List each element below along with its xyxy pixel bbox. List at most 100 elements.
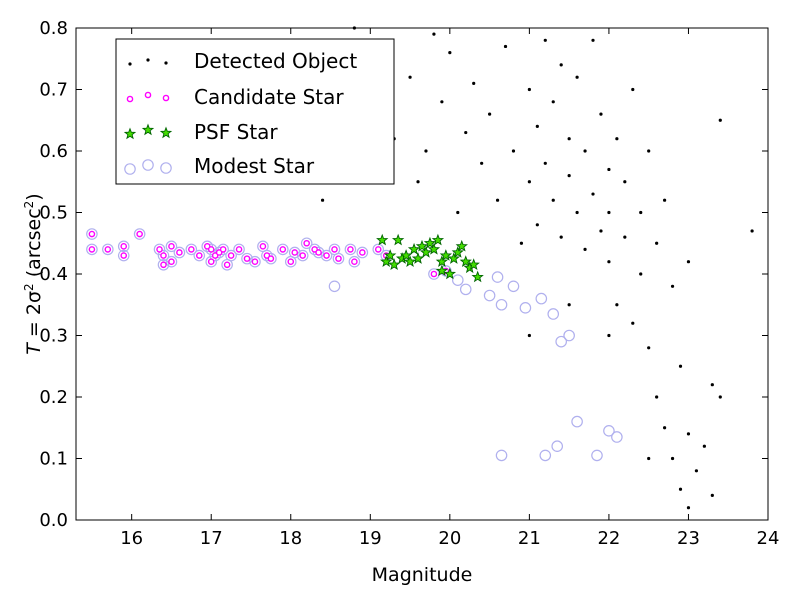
y-tick-label: 0.7 xyxy=(39,80,68,101)
detected-object-point xyxy=(750,229,754,233)
psf-star-point xyxy=(435,255,449,267)
y-tick-label: 0.0 xyxy=(39,510,68,531)
detected-object-point xyxy=(567,174,571,178)
psf-star-point xyxy=(451,246,464,258)
x-tick-label: 20 xyxy=(438,528,461,549)
modest-star-point xyxy=(277,243,289,256)
modest-star-point xyxy=(185,243,198,256)
legend-box xyxy=(115,38,395,185)
modest-star-point xyxy=(225,249,237,262)
psf-star-point xyxy=(439,249,453,261)
detected-object-point xyxy=(631,321,635,325)
candidate-star-point xyxy=(335,255,342,262)
detected-object-point xyxy=(424,149,428,153)
modest-star-point xyxy=(332,252,345,265)
modest-star-point xyxy=(591,449,603,462)
detected-object-point xyxy=(575,75,579,79)
detected-object-point xyxy=(543,38,547,42)
detected-object-point xyxy=(503,44,508,49)
modest-star-point xyxy=(241,252,253,265)
modest-star-point xyxy=(165,240,178,253)
candidate-star-point xyxy=(303,239,310,247)
modest-star-point xyxy=(312,246,325,259)
modest-star-point xyxy=(300,237,313,250)
modest-star-point xyxy=(547,308,560,320)
modest-star-point xyxy=(261,249,273,262)
detected-object-point xyxy=(567,303,571,307)
y-tick-label: 0.3 xyxy=(39,326,68,347)
modest-star-point xyxy=(102,243,114,256)
candidate-star-point xyxy=(243,255,251,262)
modest-star-point xyxy=(308,243,321,256)
y-tick-label: 0.1 xyxy=(39,449,68,470)
modest-star-point xyxy=(483,289,496,302)
candidate-star-point xyxy=(347,246,354,253)
modest-star-point xyxy=(459,283,472,296)
candidate-star-point xyxy=(160,261,167,269)
candidate-star-point xyxy=(359,249,366,256)
modest-star-point xyxy=(133,228,146,240)
modest-star-point xyxy=(249,255,261,268)
detected-object-point xyxy=(607,260,611,264)
modest-star-point xyxy=(539,449,552,462)
psf-star-point xyxy=(399,249,413,261)
detected-object-point xyxy=(647,149,651,153)
y-tick-label: 0.2 xyxy=(39,387,68,408)
detected-object-point xyxy=(591,38,595,42)
candidate-star-point xyxy=(88,230,96,238)
axis-ticks-layer: 16 17 18 19 20 21 22 23 24 0.0 0.1 0.2 0.3 0.4 0.5 0.6 0… xyxy=(39,18,779,549)
candidate-star-point xyxy=(104,246,112,253)
legend-label-detected: Detected Object xyxy=(194,49,357,73)
modest-star-point xyxy=(157,249,170,262)
psf-star-point xyxy=(380,255,393,267)
modest-star-point xyxy=(86,243,98,256)
psf-star-point xyxy=(388,258,401,271)
legend: Detected Object Candidate Star PSF Star … xyxy=(115,38,395,185)
detected-object-point xyxy=(655,241,659,245)
detected-object-point xyxy=(440,100,444,104)
candidate-star-point xyxy=(223,261,231,269)
modest-star-point xyxy=(265,252,277,265)
detected-object-point xyxy=(686,260,691,264)
y-axis-label-superscript: 2 xyxy=(22,201,36,209)
candidate-star-point xyxy=(136,230,143,238)
candidate-star-point xyxy=(331,246,338,253)
candidate-star-point xyxy=(219,246,227,253)
detected-object-point xyxy=(583,149,587,153)
x-tick-label: 16 xyxy=(120,528,143,549)
candidate-star-point xyxy=(227,252,235,259)
candidate-star-point xyxy=(235,246,243,253)
modest-star-point xyxy=(507,280,520,293)
detected-object-point xyxy=(655,395,659,399)
y-axis-label-variable: T xyxy=(23,342,45,355)
detected-object-point xyxy=(678,487,683,491)
legend-marker-modest xyxy=(160,162,172,174)
psf-star-point xyxy=(431,233,445,246)
detected-object-point xyxy=(631,87,635,92)
psf-star-point xyxy=(467,258,480,271)
candidate-star-point xyxy=(168,258,175,266)
detected-object-point xyxy=(519,241,524,245)
modest-star-point xyxy=(495,449,508,462)
candidate-star-point xyxy=(120,252,128,259)
candidate-star-point xyxy=(287,258,295,266)
modest-star-point xyxy=(519,302,532,314)
detected-object-point xyxy=(535,223,539,227)
modest-star-point xyxy=(233,243,245,256)
modest-star-point xyxy=(205,243,218,256)
detected-object-point xyxy=(527,180,531,184)
modest-star-point xyxy=(603,425,615,437)
detected-object-point xyxy=(686,432,691,436)
modest-star-point xyxy=(563,329,575,342)
modest-star-point xyxy=(288,246,301,259)
detected-object-point xyxy=(607,333,611,338)
modest-star-point xyxy=(535,292,548,305)
legend-markers xyxy=(123,58,173,175)
modest-star-point xyxy=(117,240,130,253)
psf-star-point xyxy=(391,233,405,246)
psf-star-point xyxy=(376,233,389,246)
detected-object-point xyxy=(448,51,452,55)
detected-object-point xyxy=(599,229,603,233)
detected-object-point xyxy=(527,87,531,92)
candidate-star-point xyxy=(351,258,358,266)
